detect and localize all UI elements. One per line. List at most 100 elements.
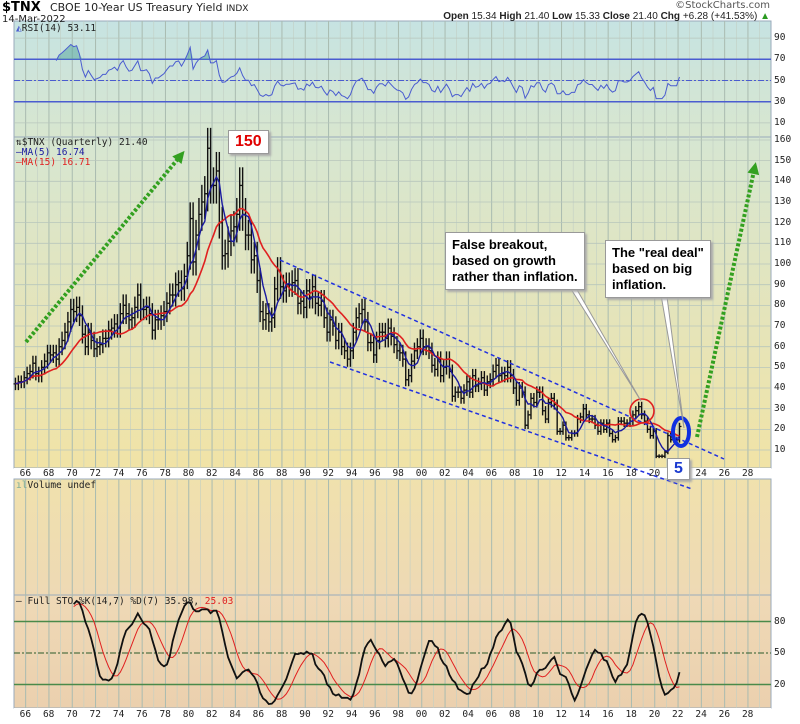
rsi-panel — [13, 20, 772, 138]
false-breakout-circle — [629, 398, 655, 424]
x-tick-label: 82 — [206, 709, 218, 720]
x-tick-label: 96 — [369, 468, 381, 479]
sto-legend-text: Full STO %K(14,7) %D(7) 35.98, — [27, 596, 200, 607]
ma5-line — [15, 175, 681, 453]
x-tick-label: 92 — [322, 709, 334, 720]
x-tick-label: 90 — [299, 468, 311, 479]
x-tick-label: 26 — [718, 709, 731, 720]
x-tick-label: 18 — [625, 468, 637, 479]
x-axis-strip-bottom — [14, 708, 771, 722]
x-tick-label: 70 — [66, 709, 78, 720]
x-tick-label: 76 — [136, 468, 148, 479]
x-tick-label: 66 — [19, 709, 32, 720]
volume-legend: ılVolume undef — [16, 481, 96, 491]
volume-legend-text: Volume undef — [27, 480, 97, 491]
callout-line: The "real deal" — [612, 245, 704, 260]
price-tick-label: 60 — [774, 340, 786, 352]
sto-tick-label: 20 — [774, 678, 786, 690]
price-tick-label: 150 — [774, 154, 792, 166]
ma5-legend: —MA(5) 16.74 — [16, 147, 85, 158]
x-tick-label: 06 — [485, 709, 498, 720]
x-tick-label: 22 — [672, 709, 684, 720]
low-value: 15.33 — [574, 11, 600, 22]
x-tick-label: 78 — [159, 709, 171, 720]
x-tick-label: 12 — [555, 468, 567, 479]
breakout-ellipse — [671, 416, 691, 448]
price-tick-label: 50 — [774, 361, 786, 373]
price-legend-text: $TNX (Quarterly) 21.40 — [21, 137, 148, 148]
peak-label-box: 150 — [228, 130, 269, 154]
x-tick-label: 28 — [741, 468, 754, 479]
x-tick-label: 80 — [182, 468, 195, 479]
ma5-legend-text: MA(5) 16.74 — [21, 147, 85, 158]
watermark: ©StockCharts.com — [675, 0, 770, 11]
close-value: 21.40 — [632, 11, 658, 22]
x-tick-label: 00 — [415, 468, 428, 479]
price-tick-label: 90 — [774, 278, 786, 290]
open-value: 15.34 — [471, 11, 497, 22]
sto-tick-label: 50 — [774, 647, 786, 658]
exchange: INDX — [225, 4, 249, 14]
x-tick-label: 06 — [485, 468, 498, 479]
volume-icon: ıl — [16, 480, 28, 491]
price-tick-label: 120 — [774, 216, 792, 228]
x-tick-label: 12 — [555, 709, 567, 720]
channel-lower-line — [329, 361, 693, 490]
price-tick-label: 80 — [774, 299, 786, 311]
rsi-tick-label: 50 — [774, 74, 786, 86]
price-tick-label: 160 — [774, 133, 792, 145]
x-tick-label: 98 — [392, 468, 404, 479]
symbol: $TNX — [2, 0, 41, 15]
x-tick-label: 92 — [322, 468, 334, 479]
x-tick-label: 68 — [42, 468, 55, 479]
sto-legend: — Full STO %K(14,7) %D(7) 35.98, 25.03 — [16, 596, 234, 607]
rsi-tick-label: 10 — [774, 116, 786, 128]
x-tick-label: 88 — [275, 468, 288, 479]
x-tick-label: 86 — [252, 468, 265, 479]
price-tick-label: 10 — [774, 444, 786, 456]
green-up-arrow-left-head — [172, 150, 185, 164]
x-tick-label: 24 — [695, 468, 707, 479]
rsi-legend-text: RSI(14) 53.11 — [21, 23, 97, 34]
rsi-tick-label: 30 — [774, 95, 786, 107]
price-tick-label: 110 — [774, 237, 792, 249]
x-tick-label: 72 — [89, 468, 101, 479]
real-deal-callout: The "real deal" based on big inflation. — [605, 240, 711, 298]
x-tick-label: 90 — [299, 709, 311, 720]
x-tick-label: 26 — [718, 468, 731, 479]
x-tick-label: 14 — [578, 468, 591, 479]
x-tick-label: 04 — [462, 468, 474, 479]
price-tick-label: 20 — [774, 423, 786, 435]
high-label: High — [499, 11, 522, 22]
x-tick-label: 00 — [415, 709, 428, 720]
green-up-arrow-left — [24, 152, 184, 344]
x-tick-label: 20 — [648, 709, 661, 720]
ma15-legend: —MA(15) 16.71 — [16, 157, 91, 168]
rsi-tick-label: 70 — [774, 53, 786, 65]
x-tick-label: 10 — [532, 709, 544, 720]
callout-line: inflation. — [612, 277, 667, 292]
high-value: 21.40 — [524, 11, 550, 22]
x-tick-label: 14 — [578, 709, 591, 720]
x-tick-label: 08 — [508, 468, 521, 479]
callout-line: False breakout, — [452, 237, 548, 252]
x-tick-label: 20 — [648, 468, 661, 479]
price-legend: ⇅$TNX (Quarterly) 21.40 — [16, 138, 148, 148]
x-tick-label: 68 — [42, 709, 55, 720]
ma15-legend-text: MA(15) 16.71 — [21, 157, 91, 168]
bar-chart-icon: ⇅ — [16, 137, 22, 148]
x-tick-label: 94 — [345, 709, 358, 720]
x-tick-label: 72 — [89, 709, 101, 720]
x-tick-label: 78 — [159, 468, 171, 479]
rsi-icon: ◭ — [16, 23, 22, 34]
x-tick-label: 10 — [532, 468, 544, 479]
x-tick-label: 70 — [66, 468, 78, 479]
x-tick-label: 76 — [136, 709, 148, 720]
x-tick-label: 84 — [229, 709, 241, 720]
sto-k-line — [73, 599, 681, 706]
x-tick-label: 24 — [695, 709, 707, 720]
x-tick-label: 08 — [508, 709, 521, 720]
open-label: Open — [443, 11, 469, 22]
x-tick-label: 02 — [439, 468, 451, 479]
